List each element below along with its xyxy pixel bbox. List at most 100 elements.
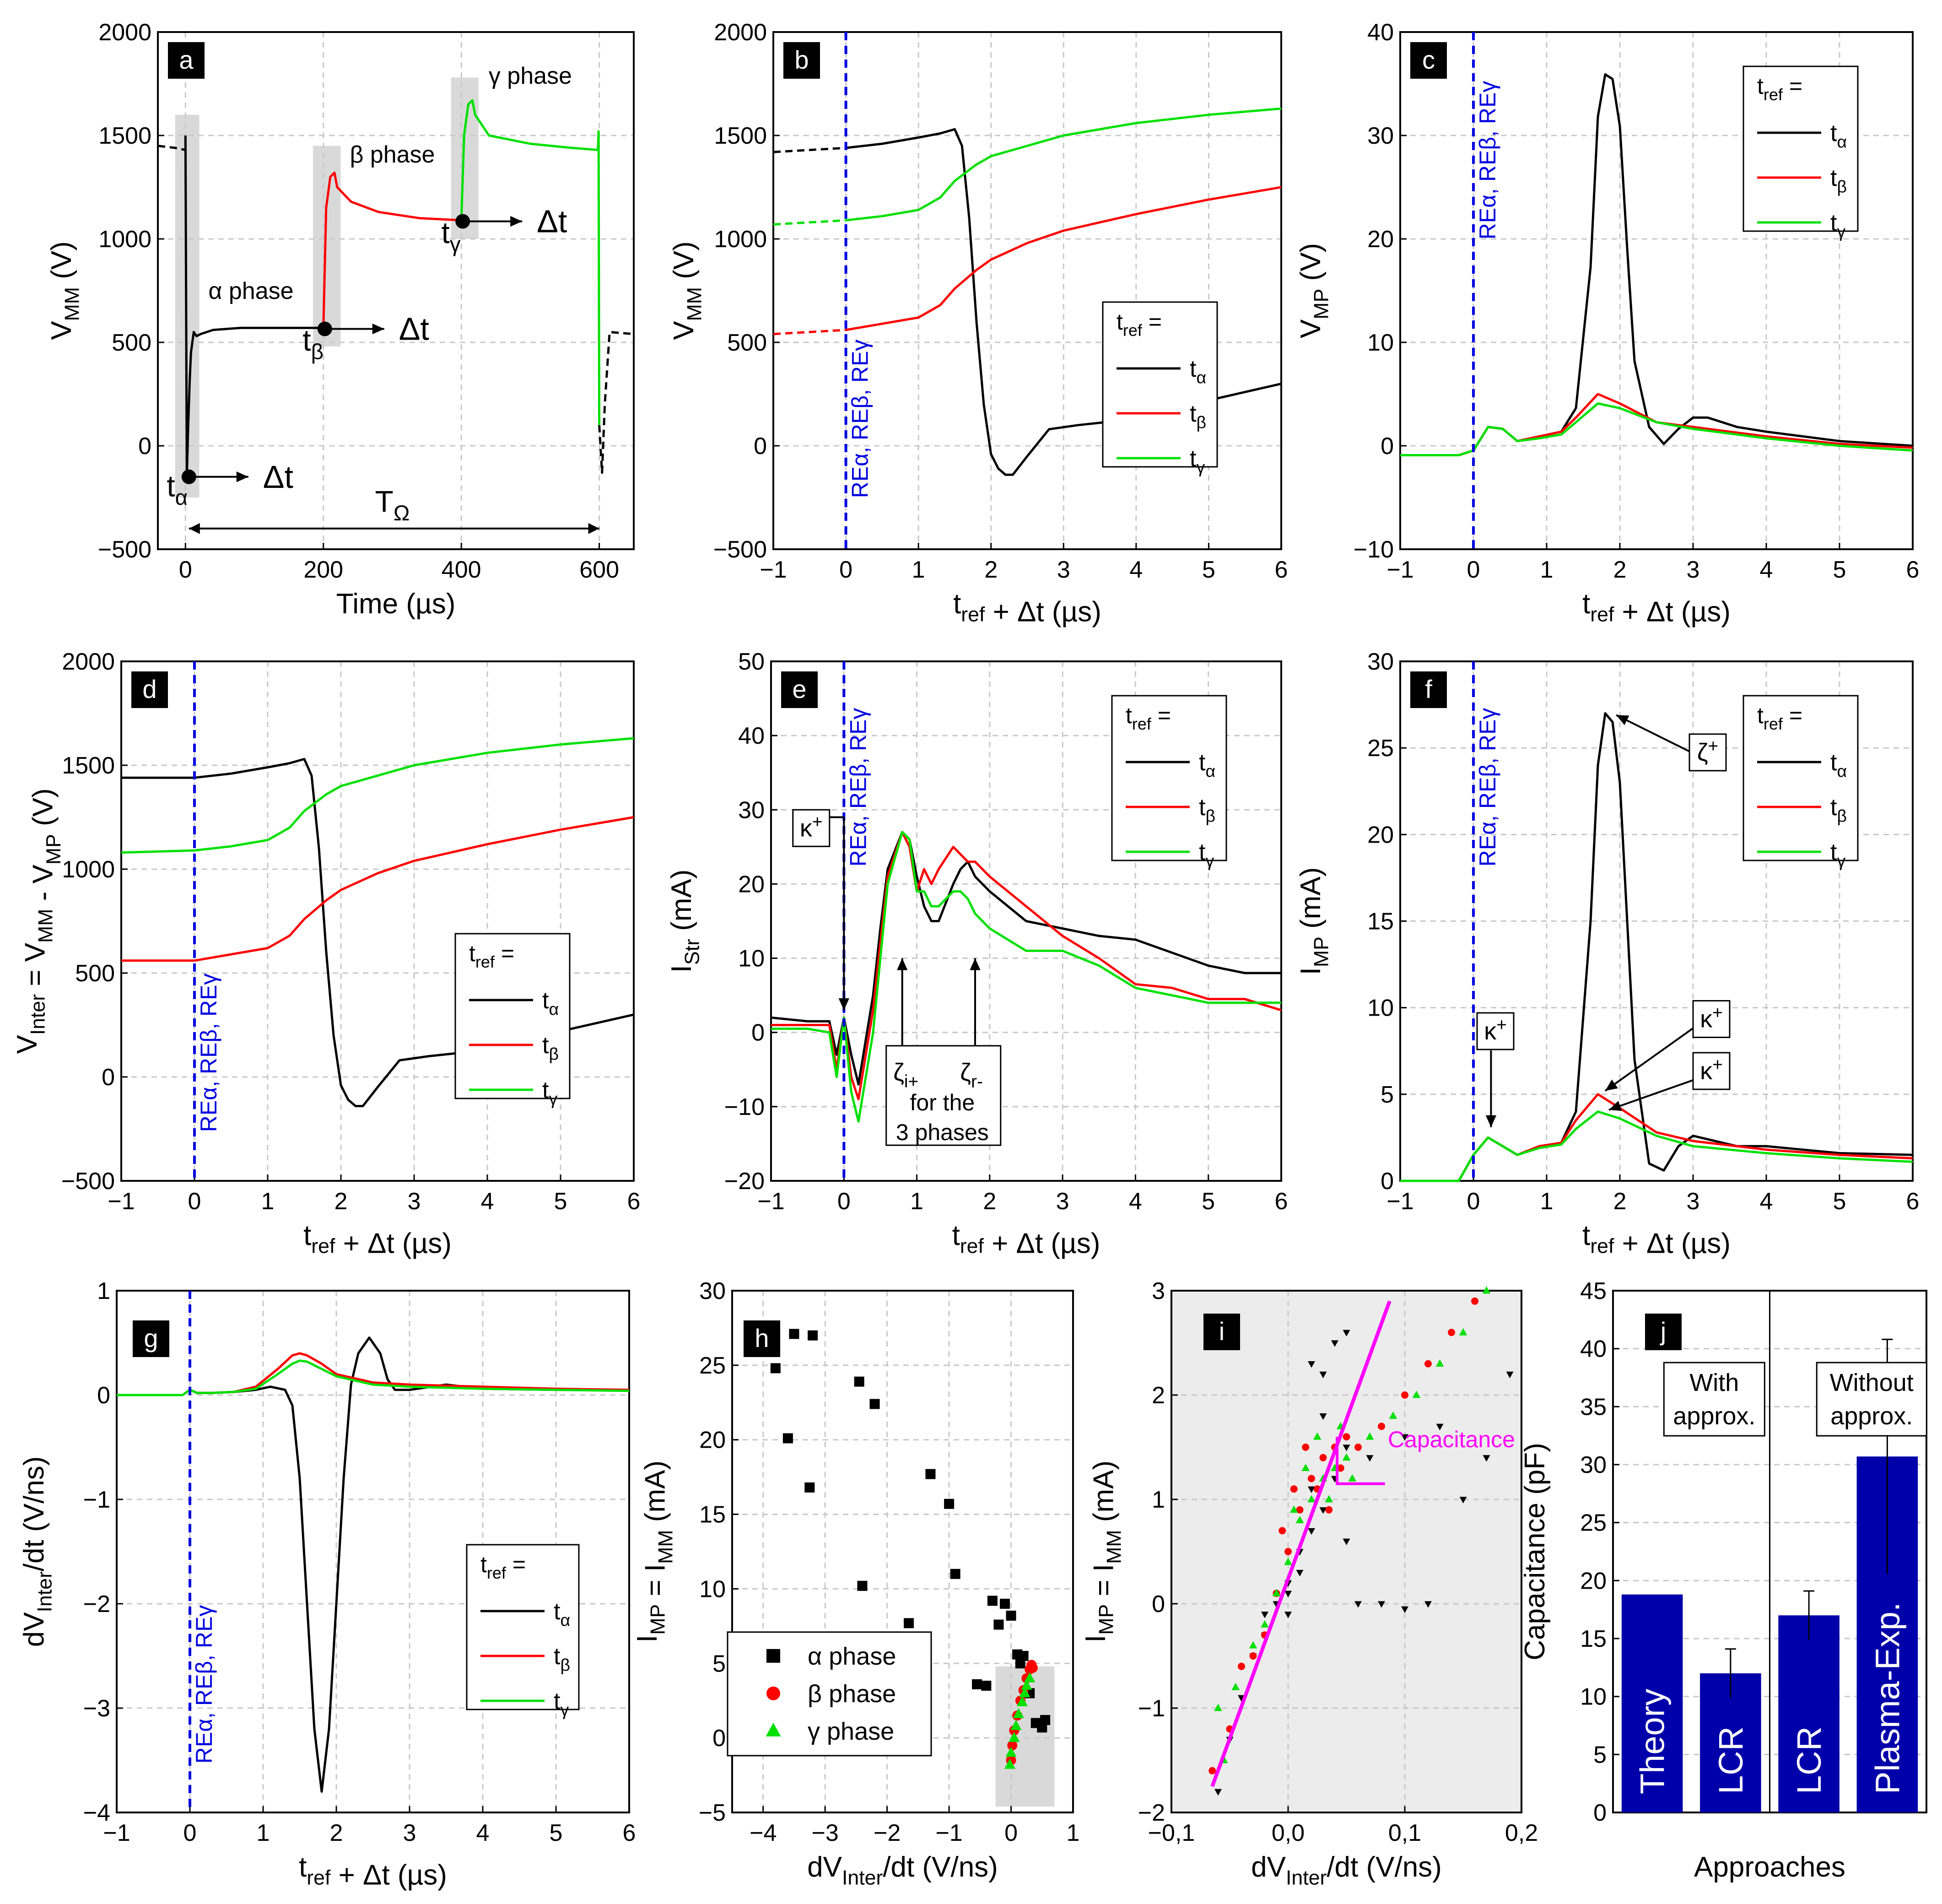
label-part: α bbox=[1196, 368, 1206, 387]
t-beta-label: tβ bbox=[302, 323, 324, 364]
x-tick-label: −1 bbox=[757, 1188, 784, 1215]
y-axis-label: IMP (mA) bbox=[1295, 867, 1332, 975]
delta-t-label: Δt bbox=[399, 311, 429, 347]
label-part: - bbox=[977, 1072, 983, 1092]
kappa-box bbox=[1476, 1012, 1515, 1050]
marker-triangle-down bbox=[1506, 1371, 1514, 1379]
marker-triangle bbox=[1010, 1720, 1022, 1730]
marker-circle bbox=[1343, 1433, 1350, 1441]
group-box bbox=[1816, 1362, 1927, 1437]
label-part: t bbox=[542, 1077, 549, 1103]
marker-square bbox=[808, 1330, 818, 1341]
series-line-tγ bbox=[771, 831, 1281, 1123]
arrow-line bbox=[1616, 714, 1690, 752]
y-tick-label: 2000 bbox=[714, 19, 767, 46]
y-tick-label: 40 bbox=[1367, 19, 1394, 46]
panel-h: −5 0 5 10 15 20 25 30 −4 −3 −2 −1 0 1 dVInter/dt (V/ns… bbox=[631, 1278, 1079, 1889]
y-tick-label: 25 bbox=[1580, 1510, 1607, 1536]
y-tick-label: −20 bbox=[724, 1168, 765, 1195]
group-label-line2: approx. bbox=[1830, 1402, 1913, 1430]
label-part: + bbox=[330, 1859, 363, 1891]
y-tick-label: −2 bbox=[1138, 1800, 1165, 1826]
y-tick-label: 0 bbox=[102, 1064, 115, 1091]
marker-triangle bbox=[1024, 1672, 1036, 1682]
label-part: t bbox=[554, 1688, 561, 1715]
label-part: β bbox=[1837, 177, 1847, 196]
label-part: t bbox=[554, 1643, 561, 1670]
label-part: t bbox=[299, 1851, 307, 1883]
x-axis-label: tref + Δt (µs) bbox=[303, 1220, 452, 1259]
label-part: α bbox=[1837, 762, 1847, 781]
legend-label: tα bbox=[1190, 356, 1206, 387]
label-part: = bbox=[495, 941, 514, 966]
label-part: = bbox=[1783, 73, 1802, 99]
marker-square bbox=[857, 1580, 868, 1591]
x-tick-label: 0,2 bbox=[1505, 1820, 1538, 1846]
marker-triangle bbox=[1214, 1704, 1222, 1711]
arrow-head bbox=[588, 523, 599, 534]
x-tick-label: 5 bbox=[1833, 1188, 1846, 1215]
period-label: TΩ bbox=[375, 485, 410, 525]
y-tick-label: −500 bbox=[61, 1168, 115, 1195]
series-line-tα-pre bbox=[773, 146, 846, 153]
x-tick-label: 6 bbox=[627, 1188, 641, 1215]
y-tick-label: 15 bbox=[1367, 909, 1394, 935]
x-tick-label: 400 bbox=[442, 557, 481, 583]
marker-circle bbox=[1401, 1391, 1408, 1399]
label-part: t bbox=[1199, 794, 1206, 821]
label-part: I bbox=[1080, 1635, 1111, 1643]
legend-header: tref = bbox=[480, 1552, 526, 1582]
legend-label: tα bbox=[1830, 120, 1847, 151]
zeta-box bbox=[885, 1045, 1002, 1146]
x-tick-label: −2 bbox=[874, 1820, 901, 1846]
legend-label: γ phase bbox=[808, 1718, 894, 1745]
y-tick-label: −500 bbox=[713, 536, 767, 563]
x-tick-label: 3 bbox=[1056, 1188, 1069, 1215]
label-part: = bbox=[639, 1572, 671, 1604]
x-tick-label: 4 bbox=[1129, 557, 1143, 583]
arrow-head bbox=[838, 998, 849, 1011]
label-part: MM bbox=[1103, 1530, 1126, 1564]
re-label: REα, REβ, REγ bbox=[191, 1605, 217, 1764]
marker-triangle bbox=[1307, 1495, 1316, 1503]
label-part: Ω bbox=[394, 501, 410, 525]
x-tick-label: 4 bbox=[476, 1820, 490, 1846]
delta-t-label: Δt bbox=[537, 204, 567, 239]
x-tick-label: 6 bbox=[1275, 557, 1288, 583]
x-tick-label: 4 bbox=[481, 1188, 494, 1215]
kappa-box bbox=[1692, 1000, 1731, 1039]
marker-triangle-down bbox=[1319, 1507, 1327, 1514]
marker-triangle bbox=[1009, 1731, 1020, 1742]
y-tick-label: 30 bbox=[1367, 649, 1394, 675]
plot-frame bbox=[1399, 31, 1914, 550]
marker-circle bbox=[1302, 1444, 1310, 1451]
x-tick-label: 1 bbox=[1540, 557, 1554, 583]
y-tick-label: 0 bbox=[1593, 1800, 1607, 1826]
re-label: REα, REβ, REγ bbox=[1475, 81, 1500, 240]
label-part: /dt (V/ns) bbox=[883, 1851, 998, 1883]
label-part: dV bbox=[807, 1851, 842, 1883]
x-tick-label: 2 bbox=[330, 1820, 343, 1846]
y-axis-label: VMM (V) bbox=[46, 241, 83, 340]
alpha-phase-label: α phase bbox=[208, 278, 293, 304]
x-tick-label: 1 bbox=[1540, 1188, 1554, 1215]
series-line-next-cycle bbox=[598, 330, 634, 474]
marker-triangle-down bbox=[1378, 1601, 1385, 1608]
label-part: κ bbox=[800, 814, 813, 842]
x-tick-label: −3 bbox=[812, 1820, 839, 1846]
y-tick-label: 1 bbox=[1152, 1487, 1165, 1513]
kappa-box bbox=[1692, 1052, 1731, 1090]
x-axis-label: tref + Δt (µs) bbox=[299, 1851, 447, 1891]
label-part: t bbox=[1830, 165, 1837, 191]
marker-triangle bbox=[1019, 1687, 1030, 1698]
marker-triangle-down bbox=[1343, 1330, 1350, 1336]
label-part: Δt (µs) bbox=[363, 1859, 447, 1891]
phase-start-marker bbox=[317, 321, 332, 336]
x-tick-label: 0,0 bbox=[1272, 1820, 1305, 1846]
plot-frame bbox=[157, 31, 635, 550]
panel-letter: i bbox=[1219, 1317, 1225, 1346]
marker-triangle bbox=[1295, 1516, 1304, 1523]
label-part: t bbox=[469, 941, 475, 966]
label-part: α bbox=[1837, 132, 1847, 151]
